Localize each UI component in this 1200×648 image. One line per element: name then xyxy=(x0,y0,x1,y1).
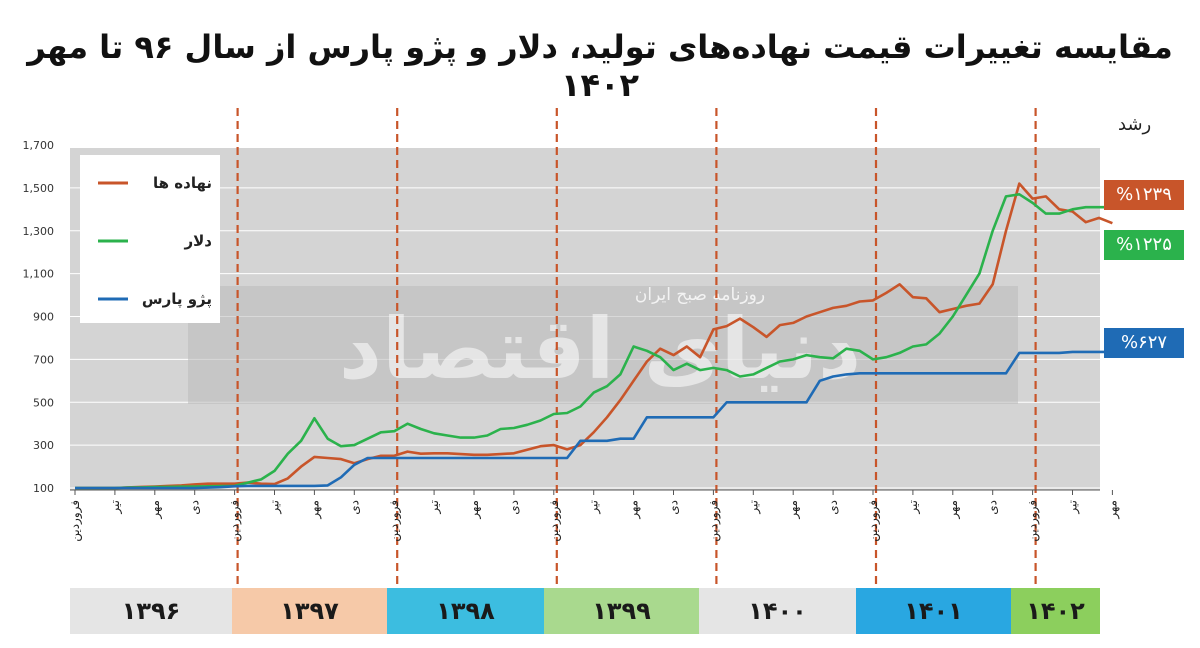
y-tick-label: 500 xyxy=(33,396,54,409)
x-tick-label: تیر xyxy=(587,500,602,515)
x-tick-label: فروردین xyxy=(1026,500,1041,542)
watermark-band xyxy=(188,286,1018,404)
x-tick-label: فروردین xyxy=(866,500,881,542)
x-tick-label: دی xyxy=(507,500,521,515)
year-1401: ۱۴۰۱ xyxy=(856,588,1011,634)
y-tick-label: 1,100 xyxy=(23,268,55,281)
x-tick-label: فروردین xyxy=(228,500,243,542)
chart-title: مقایسه تغییرات قیمت نهاده‌های تولید، دلا… xyxy=(27,28,1173,104)
year-1398: ۱۳۹۸ xyxy=(387,588,544,634)
year-1396: ۱۳۹۶ xyxy=(70,588,232,634)
y-tick-label: 700 xyxy=(33,353,54,366)
y-tick-label: 1,500 xyxy=(23,182,55,195)
watermark-sub: روزنامه صبح ایران xyxy=(635,285,765,305)
year-bar: ۱۳۹۶ ۱۳۹۷ ۱۳۹۸ ۱۳۹۹ ۱۴۰۰ ۱۴۰۱ ۱۴۰۲ xyxy=(70,588,1100,634)
growth-header: رشد xyxy=(1118,114,1152,135)
x-tick-label: مهر xyxy=(946,500,961,520)
x-tick-label: مهر xyxy=(786,500,801,520)
legend-label: نهاده ها xyxy=(153,174,212,192)
x-tick-label: مهر xyxy=(1105,500,1120,520)
x-axis: فروردین تیر مهر دی فروردین تیر مهر دی فروردین تیر… xyxy=(68,489,1120,542)
y-tick-label: 1,300 xyxy=(23,225,55,238)
x-tick-label: فروردین xyxy=(547,500,562,542)
y-tick-label: 900 xyxy=(33,311,54,324)
x-tick-label: مهر xyxy=(627,500,642,520)
series-line-2 xyxy=(75,350,1113,490)
x-tick-label: دی xyxy=(347,500,361,515)
y-tick-label: 300 xyxy=(33,439,54,452)
x-tick-label: تیر xyxy=(427,500,442,515)
legend-label: پژو پارس xyxy=(142,290,212,309)
series-lines xyxy=(75,182,1113,490)
year-1400: ۱۴۰۰ xyxy=(699,588,856,634)
series-line-1 xyxy=(75,193,1113,490)
x-tick-label: دی xyxy=(188,500,202,515)
year-1399: ۱۳۹۹ xyxy=(544,588,699,634)
x-tick-label: مهر xyxy=(148,500,163,520)
year-boundary-lines xyxy=(236,108,1037,588)
x-tick-label: مهر xyxy=(307,500,322,520)
x-tick-label: تیر xyxy=(108,500,123,515)
watermark-main: دنیای اقتصاد xyxy=(339,300,861,398)
y-tick-label: 1,700 xyxy=(23,139,55,152)
growth-badge-inputs: %۱۲۳۹ xyxy=(1104,180,1184,210)
x-tick-label: تیر xyxy=(746,500,761,515)
x-tick-label: دی xyxy=(826,500,840,515)
legend-label: دلار xyxy=(183,232,212,250)
x-tick-label: فروردین xyxy=(387,500,402,542)
x-tick-label: تیر xyxy=(906,500,921,515)
year-1402: ۱۴۰۲ xyxy=(1011,588,1100,634)
x-tick-label: مهر xyxy=(467,500,482,520)
growth-badge-dollar: %۱۲۲۵ xyxy=(1104,230,1184,260)
x-tick-label: فروردین xyxy=(706,500,721,542)
y-tick-label: 100 xyxy=(33,482,54,495)
legend: نهاده ها دلار پژو پارس xyxy=(80,155,220,323)
x-tick-label: تیر xyxy=(1066,500,1081,515)
year-1397: ۱۳۹۷ xyxy=(232,588,387,634)
growth-badge-peugeot: %۶۲۷ xyxy=(1104,328,1184,358)
y-axis: 100 300 500 700 900 1,100 1,300 1,500 1,700 xyxy=(23,139,55,495)
x-tick-label: تیر xyxy=(268,500,283,515)
x-tick-label: فروردین xyxy=(68,500,83,542)
x-tick-label: دی xyxy=(667,500,681,515)
x-tick-label: دی xyxy=(986,500,1000,515)
